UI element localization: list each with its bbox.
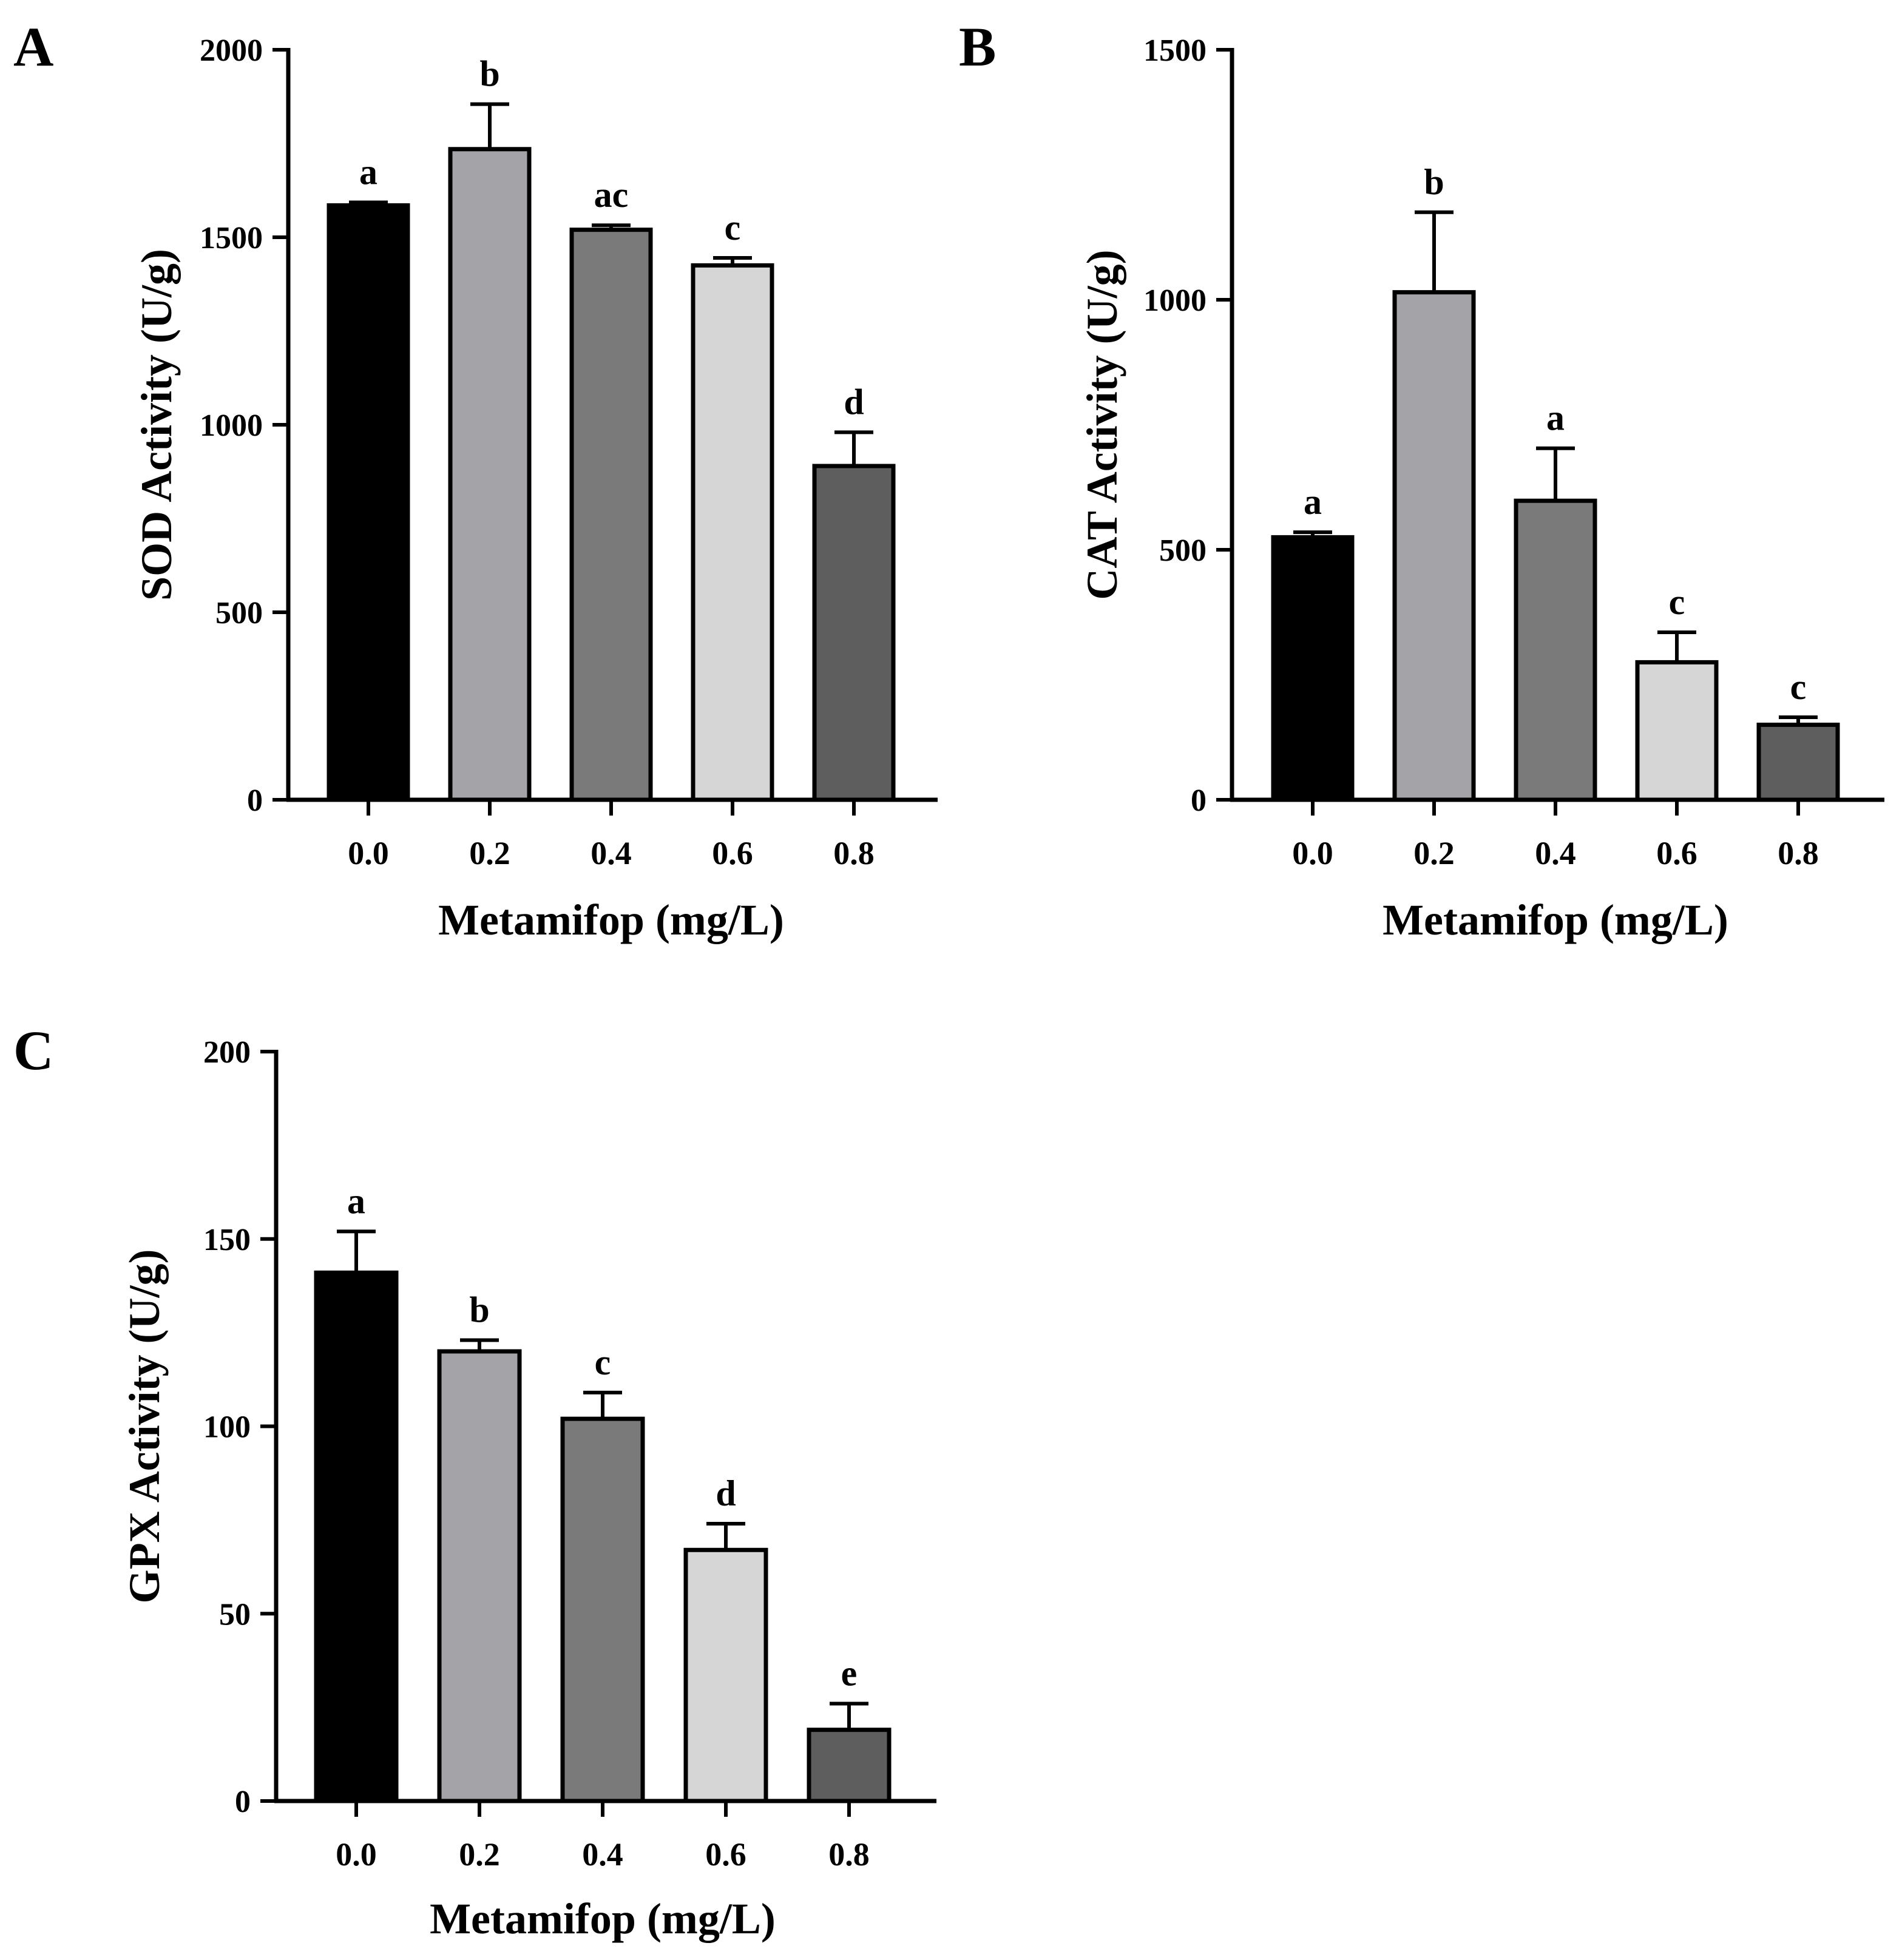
significance-label: b [479, 54, 499, 94]
significance-label: c [1790, 667, 1807, 707]
y-tick-label: 500 [215, 596, 263, 630]
bar [691, 263, 774, 802]
bar [1756, 722, 1840, 802]
significance-label: a [347, 1181, 365, 1221]
y-tick-label: 200 [203, 1035, 251, 1070]
y-tick-label: 1500 [1143, 33, 1207, 68]
y-tick-label: 0 [235, 1785, 251, 1819]
significance-label: a [1546, 398, 1565, 438]
panel-label: A [13, 16, 53, 78]
x-tick-label: 0.6 [705, 1836, 746, 1873]
x-tick-label: 0.2 [459, 1836, 500, 1873]
y-tick-label: 0 [1191, 783, 1207, 818]
x-tick-label: 0.2 [469, 835, 510, 871]
x-axis-title: Metamifop (mg/L) [430, 1894, 776, 1943]
significance-label: e [841, 1653, 858, 1693]
x-tick-label: 0.0 [348, 835, 389, 871]
x-tick-label: 0.4 [591, 835, 632, 871]
x-tick-label: 0.0 [336, 1836, 377, 1873]
y-axis-title: SOD Activity (U/g) [132, 249, 181, 601]
significance-label: c [595, 1342, 611, 1382]
bar [1271, 535, 1355, 802]
x-axis-title: Metamifop (mg/L) [438, 896, 784, 944]
bar [683, 1547, 768, 1803]
y-tick-label: 50 [219, 1597, 251, 1632]
bar [1392, 290, 1476, 802]
significance-label: c [1669, 582, 1685, 622]
chart-panel-b: B 0 500 1000 1500 0.0 a 0.2 b 0.4 a 0.6 c 0.8 c CAT Act… [959, 16, 1884, 944]
y-tick-label: 500 [1159, 533, 1207, 568]
y-tick-label: 1000 [1143, 283, 1207, 318]
x-tick-label: 0.4 [1535, 835, 1576, 871]
bar [327, 203, 410, 802]
y-tick-label: 100 [203, 1410, 251, 1445]
significance-label: a [1304, 482, 1322, 522]
bar [1514, 498, 1597, 802]
x-tick-label: 0.4 [582, 1836, 623, 1873]
x-tick-label: 0.8 [833, 835, 875, 871]
x-tick-label: 0.6 [1656, 835, 1697, 871]
x-tick-label: 0.2 [1413, 835, 1455, 871]
chart-panel-a: A 0 500 1000 1500 2000 0.0 a 0.2 b 0.4 ac 0.6 c 0.8 d SO… [13, 16, 938, 944]
bar [812, 464, 896, 802]
significance-label: b [469, 1289, 489, 1330]
y-tick-label: 1500 [200, 221, 263, 255]
significance-label: d [844, 382, 864, 422]
panel-label: C [13, 1019, 53, 1081]
x-axis-title: Metamifop (mg/L) [1383, 896, 1728, 944]
y-tick-label: 0 [247, 783, 263, 818]
significance-label: d [716, 1473, 736, 1513]
x-tick-label: 0.8 [1778, 835, 1819, 871]
bar [1635, 660, 1719, 802]
bar [807, 1728, 892, 1803]
bar [560, 1416, 645, 1803]
bar [448, 147, 532, 802]
x-tick-label: 0.6 [712, 835, 753, 871]
bar [314, 1270, 399, 1803]
significance-label: b [1424, 162, 1444, 202]
x-tick-label: 0.8 [828, 1836, 870, 1873]
chart-panel-c: C 0 50 100 150 200 0.0 a 0.2 b 0.4 c 0.6 d 0.8 e GPX Act… [13, 1019, 936, 1943]
significance-label: ac [594, 175, 629, 215]
panel-label: B [959, 16, 996, 78]
x-tick-label: 0.0 [1292, 835, 1333, 871]
y-tick-label: 2000 [200, 33, 263, 68]
y-axis-title: GPX Activity (U/g) [120, 1249, 169, 1604]
bar [437, 1349, 522, 1803]
y-tick-label: 1000 [200, 408, 263, 443]
significance-label: c [725, 208, 741, 248]
significance-label: a [359, 152, 377, 192]
y-axis-title: CAT Activity (U/g) [1078, 249, 1126, 600]
bar [569, 228, 653, 802]
y-tick-label: 150 [203, 1223, 251, 1257]
